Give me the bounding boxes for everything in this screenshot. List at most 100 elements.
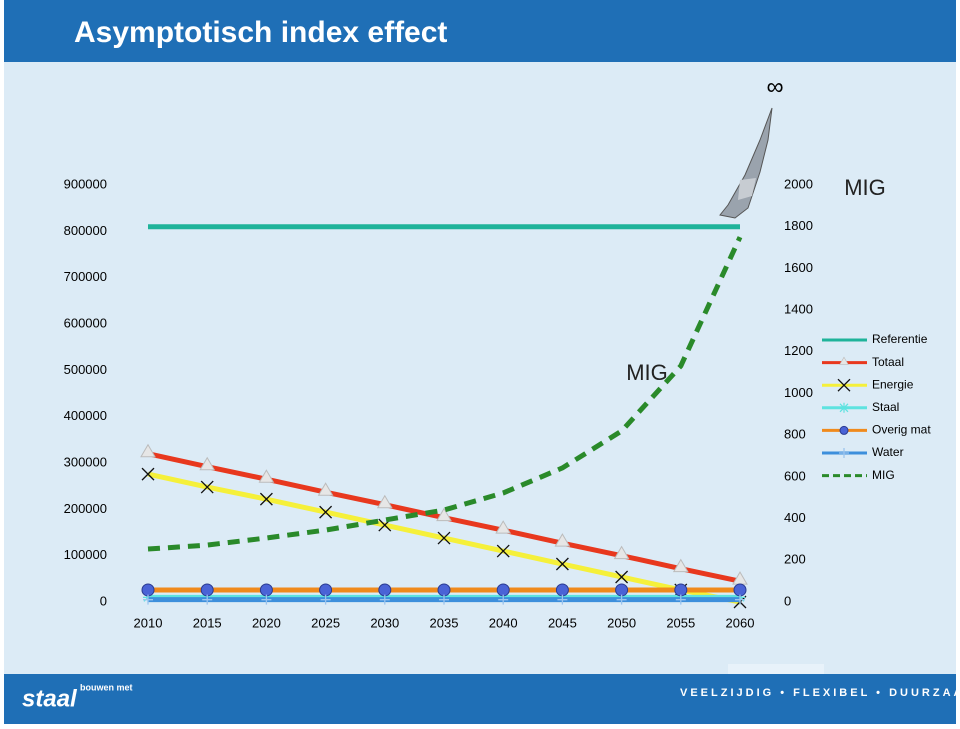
marker — [436, 507, 452, 522]
y2-tick-label: 0 — [784, 593, 791, 608]
y-tick-label: 900000 — [64, 176, 107, 191]
marker — [557, 594, 568, 605]
series — [141, 467, 747, 609]
marker — [495, 520, 512, 534]
marker — [839, 448, 849, 458]
legend-marker — [839, 425, 849, 435]
slogan: VEELZIJDIG • FLEXIBEL • DUURZAAM — [680, 687, 960, 699]
logo-top: bouwen met — [80, 682, 133, 692]
logo: staal — [22, 685, 78, 712]
legend-marker — [839, 402, 849, 413]
series-line — [147, 236, 743, 552]
legend-marker — [839, 356, 849, 365]
marker — [200, 480, 214, 494]
y2-tick-label: 2000 — [784, 176, 813, 191]
marker — [839, 356, 849, 365]
legend-label: Totaal — [872, 355, 904, 369]
marker — [675, 594, 686, 605]
marker — [319, 505, 333, 519]
legend-label: Staal — [872, 400, 899, 414]
x-tick-label: 2035 — [430, 615, 459, 630]
legend-marker — [837, 378, 851, 392]
x-tick-label: 2055 — [666, 615, 695, 630]
marker — [674, 583, 688, 597]
annotation: MIG — [844, 175, 886, 200]
x-tick-label: 2060 — [726, 615, 755, 630]
chart-area — [4, 62, 956, 674]
footer-strip — [728, 664, 824, 674]
marker — [200, 583, 214, 597]
marker — [672, 558, 689, 573]
marker — [376, 494, 393, 509]
x-tick-label: 2040 — [489, 615, 518, 630]
marker — [379, 594, 390, 605]
marker — [555, 583, 569, 597]
y-tick-label: 200000 — [64, 501, 107, 516]
y2-tick-label: 1200 — [784, 343, 813, 358]
marker — [141, 467, 155, 481]
annotation: MIG — [626, 360, 668, 385]
marker — [437, 583, 451, 597]
series — [140, 443, 748, 585]
marker — [615, 570, 629, 584]
y-tick-label: 300000 — [64, 454, 107, 469]
series — [147, 236, 743, 552]
chart-title: Asymptotisch index effect — [74, 16, 447, 49]
y-tick-label: 600000 — [64, 315, 107, 330]
marker — [259, 492, 273, 506]
marker — [439, 594, 449, 605]
y2-tick-label: 1400 — [784, 302, 813, 317]
marker — [555, 557, 569, 571]
x-tick-label: 2050 — [607, 615, 636, 630]
marker — [837, 378, 851, 392]
y-tick-label: 800000 — [64, 223, 107, 238]
marker — [496, 583, 510, 597]
marker — [259, 583, 273, 597]
x-tick-label: 2010 — [134, 615, 163, 630]
x-tick-label: 2015 — [193, 615, 222, 630]
marker — [319, 583, 333, 597]
infinity: ∞ — [766, 73, 783, 100]
marker — [141, 583, 155, 597]
marker — [554, 533, 571, 547]
jet — [719, 107, 773, 219]
marker — [498, 594, 509, 605]
marker — [839, 425, 849, 435]
y-tick-label: 700000 — [64, 269, 107, 284]
y2-tick-label: 600 — [784, 468, 806, 483]
marker — [199, 456, 216, 471]
marker — [143, 594, 153, 605]
marker — [140, 443, 156, 458]
y2-tick-label: 1600 — [784, 260, 813, 275]
y-tick-label: 100000 — [64, 547, 107, 562]
legend-marker — [839, 448, 849, 458]
marker — [615, 583, 629, 597]
legend-label: Energie — [872, 377, 914, 391]
y-tick-label: 500000 — [64, 362, 107, 377]
y2-tick-label: 800 — [784, 427, 806, 442]
marker — [317, 482, 334, 496]
x-tick-label: 2030 — [370, 615, 399, 630]
series — [143, 594, 745, 605]
title-bar — [4, 0, 956, 62]
y2-tick-label: 400 — [784, 510, 806, 525]
marker — [258, 469, 275, 483]
legend-label: Water — [872, 445, 904, 459]
y2-tick-label: 1000 — [784, 385, 813, 400]
marker — [733, 583, 747, 597]
y2-tick-label: 1800 — [784, 218, 813, 233]
y2-tick-label: 200 — [784, 552, 806, 567]
x-tick-label: 2025 — [311, 615, 340, 630]
marker — [735, 594, 745, 605]
marker — [613, 545, 630, 560]
footer-bar — [4, 674, 956, 724]
marker — [261, 594, 272, 605]
legend-label: Overig mat — [872, 423, 931, 437]
marker — [839, 402, 849, 413]
marker — [496, 544, 510, 558]
y-tick-label: 400000 — [64, 408, 107, 423]
marker — [437, 531, 451, 545]
series — [141, 583, 747, 597]
marker — [202, 594, 213, 605]
